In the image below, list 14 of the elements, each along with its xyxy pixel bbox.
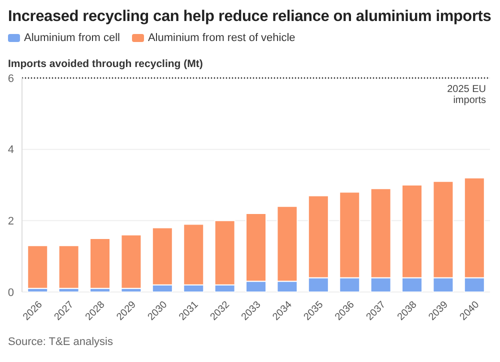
ref-line-label: 2025 EU imports	[447, 84, 486, 106]
y-tick-label: 2	[8, 216, 14, 228]
y-tick-label: 4	[8, 144, 14, 156]
y-tick-label: 6	[8, 72, 14, 85]
bar	[120, 234, 142, 289]
legend-label: Aluminium from rest of vehicle	[148, 32, 296, 44]
bar	[58, 245, 80, 289]
y-axis-title: Imports avoided through recycling (Mt)	[7, 57, 204, 70]
chart-title: Increased recycling can help reduce reliance on aluminium imports	[7, 7, 492, 26]
bar	[27, 245, 48, 289]
legend-label: Aluminium from cell	[24, 32, 120, 44]
y-tick-label: 0	[8, 286, 14, 299]
source-note: Source: T&E analysis	[7, 335, 114, 348]
bar	[90, 238, 111, 289]
